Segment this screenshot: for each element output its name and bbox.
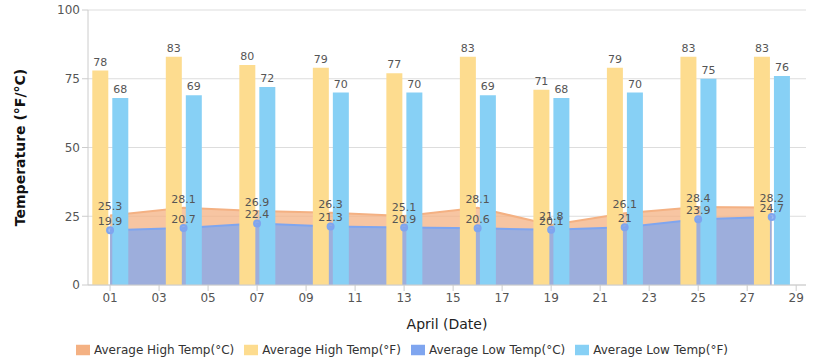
svg-text:01: 01	[102, 291, 117, 305]
svg-text:79: 79	[314, 53, 328, 66]
html-text:Average High Temp(°F): Average High Temp(°F)	[262, 343, 401, 357]
svg-text:50: 50	[65, 141, 80, 155]
svg-text:25.3: 25.3	[98, 200, 123, 213]
svg-text:21: 21	[618, 212, 632, 225]
svg-text:21.3: 21.3	[318, 211, 343, 224]
html-text:Average Low Temp(°C): Average Low Temp(°C)	[428, 343, 566, 357]
svg-text:83: 83	[755, 42, 769, 55]
svg-text:20.1: 20.1	[539, 215, 564, 228]
svg-text:100: 100	[57, 3, 80, 17]
svg-text:21: 21	[593, 291, 608, 305]
svg-text:22.4: 22.4	[245, 208, 270, 221]
svg-text:83: 83	[167, 42, 181, 55]
svg-text:78: 78	[93, 56, 107, 69]
svg-text:23: 23	[642, 291, 657, 305]
svg-text:68: 68	[554, 83, 568, 96]
svg-text:25.1: 25.1	[391, 201, 417, 214]
svg-text:83: 83	[461, 42, 475, 55]
svg-text:April (Date): April (Date)	[407, 316, 488, 332]
svg-text:23.9: 23.9	[686, 204, 711, 217]
svg-text:26.3: 26.3	[318, 198, 343, 211]
html-text:Average Low Temp(°F): Average Low Temp(°F)	[593, 343, 728, 357]
svg-text:25: 25	[65, 210, 80, 224]
svg-text:70: 70	[628, 78, 642, 91]
svg-text:19: 19	[544, 291, 559, 305]
svg-text:77: 77	[387, 58, 401, 71]
svg-text:71: 71	[534, 75, 548, 88]
svg-text:72: 72	[260, 72, 274, 85]
svg-text:20.7: 20.7	[171, 213, 196, 226]
svg-text:26.1: 26.1	[612, 198, 637, 211]
svg-text:07: 07	[249, 291, 264, 305]
svg-text:Temperature (°F/°C): Temperature (°F/°C)	[12, 69, 28, 226]
svg-text:79: 79	[608, 53, 622, 66]
svg-text:19.9: 19.9	[98, 215, 123, 228]
svg-text:70: 70	[407, 78, 421, 91]
svg-text:70: 70	[334, 78, 348, 91]
svg-text:20.9: 20.9	[392, 213, 417, 226]
svg-text:83: 83	[681, 42, 695, 55]
svg-text:68: 68	[113, 83, 127, 96]
svg-text:05: 05	[200, 291, 215, 305]
svg-text:69: 69	[481, 80, 495, 93]
svg-text:25: 25	[691, 291, 706, 305]
svg-text:75: 75	[701, 64, 715, 77]
svg-text:13: 13	[396, 291, 411, 305]
svg-text:20.6: 20.6	[465, 213, 490, 226]
svg-text:15: 15	[445, 291, 460, 305]
svg-text:09: 09	[298, 291, 313, 305]
svg-text:28.1: 28.1	[465, 193, 490, 206]
svg-text:75: 75	[65, 72, 80, 86]
svg-text:28.4: 28.4	[686, 192, 711, 205]
svg-text:76: 76	[775, 61, 789, 74]
svg-text:03: 03	[151, 291, 166, 305]
svg-text:29: 29	[789, 291, 804, 305]
svg-text:69: 69	[187, 80, 201, 93]
svg-text:27: 27	[740, 291, 755, 305]
svg-text:80: 80	[240, 50, 254, 63]
svg-text:11: 11	[347, 291, 362, 305]
svg-text:28.2: 28.2	[759, 192, 784, 206]
svg-text:26.9: 26.9	[245, 196, 270, 209]
html-text:Average High Temp(°C): Average High Temp(°C)	[94, 343, 235, 357]
svg-text:24.7: 24.7	[759, 202, 784, 215]
svg-text:28.1: 28.1	[171, 193, 196, 206]
svg-text:17: 17	[494, 291, 509, 305]
svg-text:0: 0	[72, 278, 80, 292]
